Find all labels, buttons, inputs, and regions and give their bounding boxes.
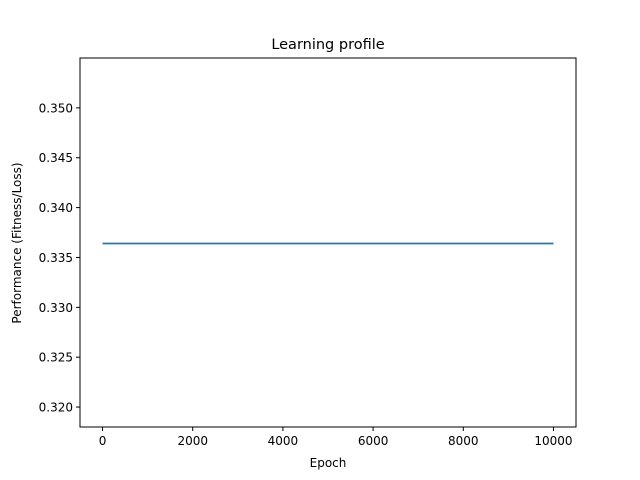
x-tick-label: 8000 <box>448 434 479 448</box>
y-tick-label: 0.335 <box>39 251 73 265</box>
x-tick-label: 6000 <box>358 434 389 448</box>
y-tick-label: 0.325 <box>39 351 73 365</box>
y-axis: 0.320 0.325 0.330 0.335 0.340 0.345 0.350 <box>39 101 80 415</box>
plot-frame <box>79 57 577 428</box>
y-tick-label: 0.340 <box>39 201 73 215</box>
x-tick-label: 10000 <box>534 434 572 448</box>
y-tick-label: 0.350 <box>39 101 73 115</box>
x-tick-label: 2000 <box>177 434 208 448</box>
x-tick-label: 0 <box>99 434 107 448</box>
x-axis-label: Epoch <box>310 456 347 470</box>
x-tick-label: 4000 <box>268 434 299 448</box>
y-tick-label: 0.320 <box>39 401 73 415</box>
x-axis: 0 2000 4000 6000 8000 10000 <box>99 427 573 448</box>
y-axis-label: Performance (Fitness/Loss) <box>10 162 24 323</box>
chart-title: Learning profile <box>271 37 384 53</box>
y-tick-label: 0.345 <box>39 151 73 165</box>
y-tick-label: 0.330 <box>39 301 73 315</box>
